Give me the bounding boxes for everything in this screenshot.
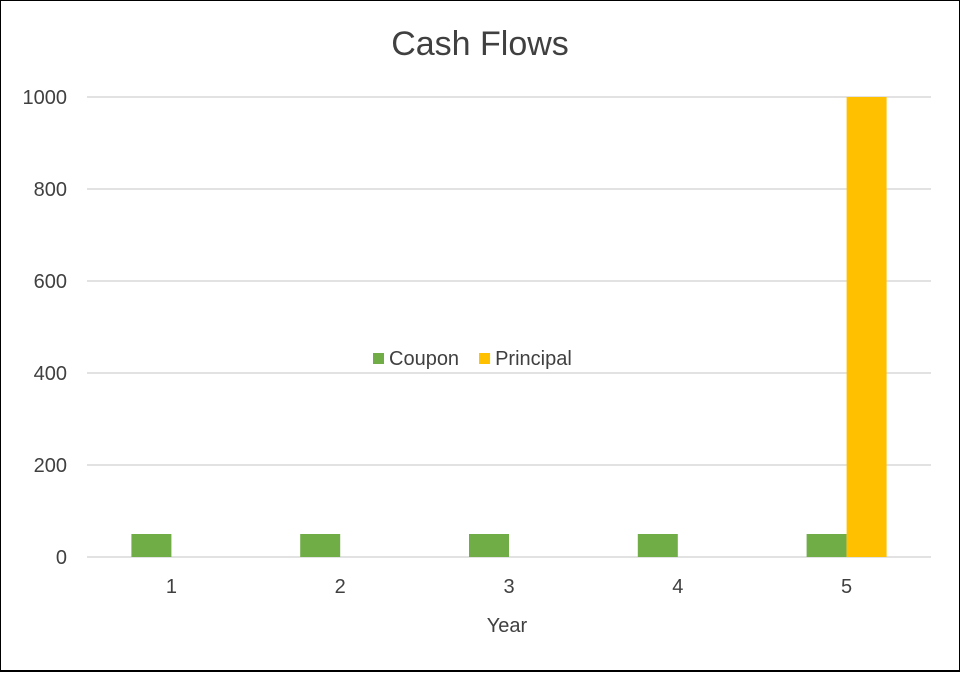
x-axis-title: Year <box>487 615 528 637</box>
bar-coupon-5 <box>806 534 847 557</box>
y-tick-label: 400 <box>34 363 67 385</box>
y-axis-ticks: 0 200 400 600 800 1000 <box>23 87 68 569</box>
bar-coupon-3 <box>469 534 509 557</box>
y-tick-label: 200 <box>34 455 67 477</box>
x-tick-label: 3 <box>503 576 514 598</box>
bar-coupon-2 <box>300 534 341 557</box>
legend-swatch <box>373 353 384 364</box>
legend-label: Principal <box>495 348 572 370</box>
y-tick-label: 600 <box>34 271 67 293</box>
bar-coupon-4 <box>637 534 678 557</box>
x-tick-label: 5 <box>841 576 852 598</box>
bar-principal-5 <box>846 97 887 557</box>
y-tick-label: 1000 <box>23 87 68 109</box>
y-tick-label: 800 <box>34 179 67 201</box>
x-tick-label: 4 <box>672 576 683 598</box>
x-axis-ticks: 1 2 3 4 5 <box>166 576 852 598</box>
bar-coupon-1 <box>131 534 172 557</box>
bars <box>131 97 887 557</box>
x-tick-label: 2 <box>335 576 346 598</box>
gridlines <box>87 96 931 558</box>
legend-item-coupon: Coupon <box>373 348 459 370</box>
legend-swatch <box>479 353 491 364</box>
legend: Coupon Principal <box>373 348 572 370</box>
y-tick-label: 0 <box>56 547 67 569</box>
legend-label: Coupon <box>389 348 459 370</box>
x-tick-label: 1 <box>166 576 177 598</box>
legend-item-principal: Principal <box>479 348 572 370</box>
chart-title: Cash Flows <box>391 25 569 63</box>
